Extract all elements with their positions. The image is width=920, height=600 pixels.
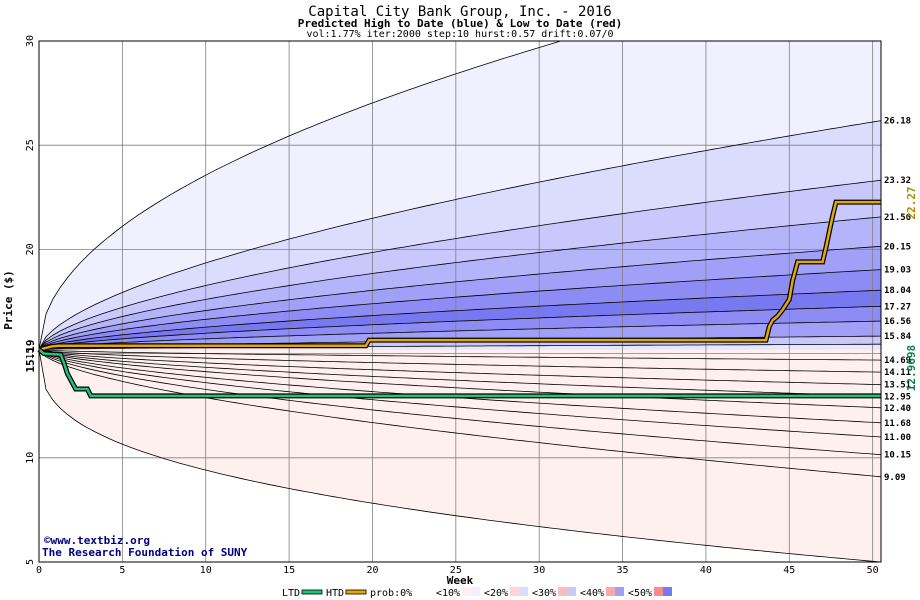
legend-label-5: <30% [532, 588, 556, 599]
low-band-9 [39, 349, 881, 562]
legend-label-0: LTD [282, 588, 300, 599]
x-axis-label: Week [447, 574, 474, 587]
high-envelope-line-3 [39, 216, 881, 350]
high-envelope-line-5 [39, 269, 881, 350]
y-tick-3: 20 [25, 243, 36, 255]
end-label-2: 23.32 [884, 176, 911, 186]
end-label-18: 10.15 [884, 451, 911, 461]
legend-swatch-low-2 [414, 587, 423, 596]
high-envelope-line-1 [39, 120, 881, 350]
end-label-9: 15.84 [884, 332, 912, 342]
low-envelope-line-2 [39, 349, 881, 386]
end-value-labels: 26.18 23.32 21.56 20.15 19.03 18.04 17.27 16.56… [884, 117, 912, 483]
legend-swatch-high-4 [519, 587, 528, 596]
legend-label-3: <10% [436, 588, 460, 599]
end-label-7: 17.27 [884, 302, 911, 312]
legend: LTD HTD prob:0% <10% <20% <30% <40% <50% [282, 587, 672, 599]
low-envelope-line-4 [39, 349, 881, 409]
legend-swatch-low-4 [510, 587, 519, 596]
chart-parameters: vol:1.77% iter:2000 step:10 hurst:0.57 d… [306, 29, 613, 40]
x-tick-5: 25 [450, 565, 462, 576]
legend-line-0 [301, 589, 323, 595]
end-label-11: 14.69 [884, 356, 911, 366]
ltd-series-line [38, 348, 881, 398]
y-tick-4: 25 [25, 139, 36, 151]
x-tick-6: 30 [533, 565, 545, 576]
legend-label-4: <20% [484, 588, 508, 599]
y-tick-1: 10 [25, 452, 36, 464]
y-tick-labels: 5 10 15 20 25 30 [25, 35, 36, 565]
high-envelope-line-2 [39, 179, 881, 350]
low-envelope-line-8 [39, 349, 881, 478]
start-price-label: 15.19 [24, 339, 37, 372]
end-label-6: 18.04 [884, 286, 912, 296]
end-label-17: 11.00 [884, 433, 911, 443]
htd-final-value: 22.27 [905, 186, 918, 219]
end-label-13: 13.51 [884, 381, 911, 391]
end-label-4: 20.15 [884, 242, 911, 252]
high-envelope-line-6 [39, 289, 881, 350]
x-tick-4: 20 [366, 565, 378, 576]
plot-frame [38, 40, 882, 563]
legend-swatch-low-6 [606, 587, 615, 596]
legend-swatch-low-5 [558, 587, 567, 596]
legend-swatch-high-6 [615, 587, 624, 596]
end-label-1: 26.18 [884, 117, 911, 127]
chart-title: Capital City Bank Group, Inc. - 2016 [308, 4, 611, 20]
chart-subtitle: Predicted High to Date (blue) & Low to D… [298, 17, 623, 30]
legend-label-6: <40% [580, 588, 604, 599]
high-band-10 [39, 344, 881, 350]
legend-swatch-high-3 [471, 587, 480, 596]
y-tick-2: 15 [25, 348, 36, 360]
legend-swatch-high-2 [423, 587, 432, 596]
ltd-final-value: 12.9698 [905, 345, 918, 391]
x-tick-9: 45 [783, 565, 795, 576]
credit-organization: The Research Foundation of SUNY [42, 546, 248, 559]
legend-swatch-low-3 [462, 587, 471, 596]
series-lines [37, 199, 881, 399]
legend-label-2: prob:0% [370, 588, 412, 599]
low-envelope-line-3 [39, 349, 881, 397]
end-label-3: 21.56 [884, 213, 911, 223]
legend-swatch-high-5 [567, 587, 576, 596]
end-label-14: 12.95 [884, 392, 911, 402]
low-envelope-line-1 [39, 349, 881, 373]
x-tick-8: 40 [700, 565, 712, 576]
legend-swatch-high-7 [663, 587, 672, 596]
end-label-15: 12.40 [884, 404, 911, 414]
x-tick-7: 35 [617, 565, 629, 576]
y-tick-0: 5 [25, 559, 36, 565]
x-tick-1: 5 [119, 565, 125, 576]
x-tick-10: 50 [867, 565, 879, 576]
end-label-19: 9.09 [884, 473, 906, 483]
low-envelope-line-7 [39, 349, 881, 456]
legend-swatch-low-7 [654, 587, 663, 596]
end-label-5: 19.03 [884, 266, 911, 276]
end-label-8: 16.56 [884, 317, 911, 327]
low-envelope-line-9 [39, 349, 881, 562]
x-tick-0: 0 [36, 565, 42, 576]
y-axis-label: Price ($) [2, 270, 15, 330]
x-tick-3: 15 [283, 565, 295, 576]
high-envelope-line-0 [39, 41, 563, 350]
high-envelope-line-8 [39, 320, 881, 350]
legend-line-1 [345, 589, 367, 595]
legend-label-1: HTD [326, 588, 344, 599]
legend-label-7: <50% [628, 588, 652, 599]
low-envelope-line-6 [39, 349, 881, 438]
htd-series-line [38, 200, 881, 351]
high-envelope-line-7 [39, 305, 881, 350]
credit-website: ©www.textbiz.org [44, 534, 150, 547]
end-label-16: 11.68 [884, 419, 911, 429]
x-tick-2: 10 [200, 565, 212, 576]
end-label-12: 14.11 [884, 368, 911, 378]
high-envelope-line-4 [39, 245, 881, 350]
y-tick-5: 30 [25, 35, 36, 47]
low-envelope-line-0 [39, 349, 881, 361]
x-tick-labels: 0 5 10 15 20 25 30 35 40 45 50 [36, 565, 879, 576]
